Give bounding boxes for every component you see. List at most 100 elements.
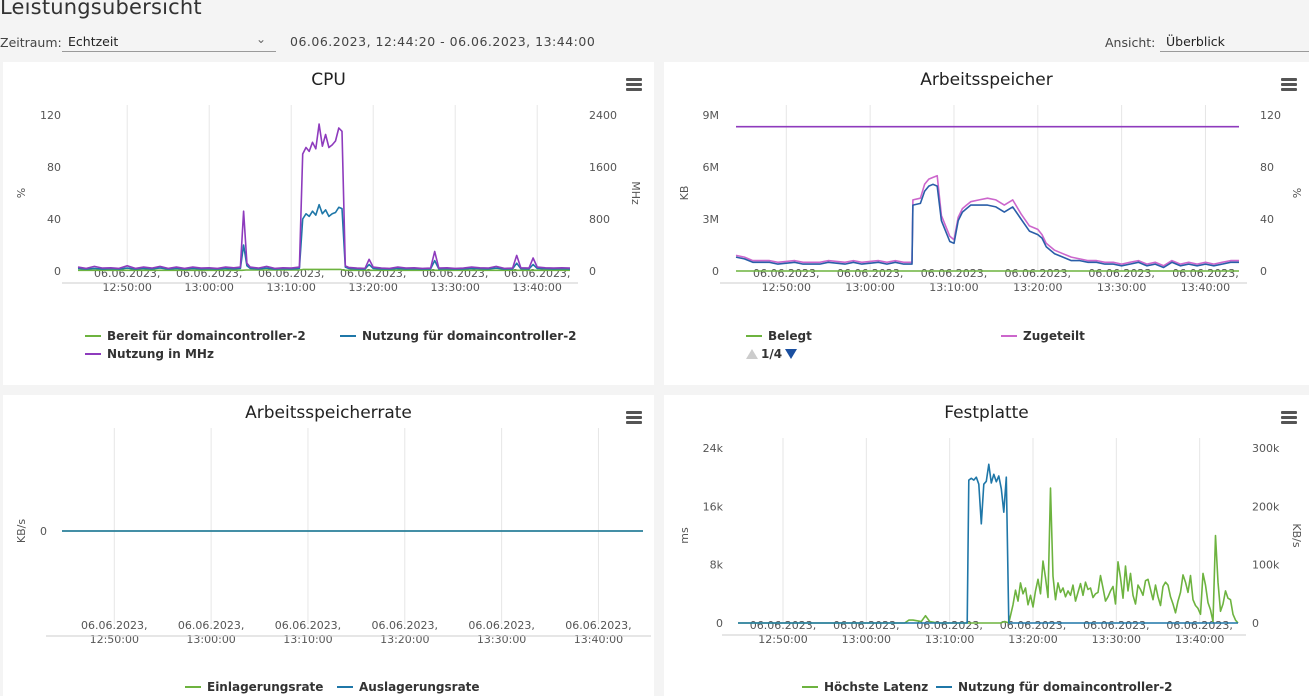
x-tick-label: 13:40:00 [1175,633,1224,646]
x-tick-label: 13:40:00 [1181,281,1230,294]
disk-menu-icon[interactable] [1281,411,1297,424]
y-tick-label: 80 [47,161,61,174]
y2-tick-label: 2400 [589,109,617,122]
y-axis-title: % [15,188,28,198]
x-tick-label: 13:00:00 [845,281,894,294]
x-tick-label: 13:20:00 [380,633,429,646]
x-tick-label: 06.06.2023, [837,267,903,280]
memory-legend: Belegt Zugeteilt [746,329,1286,349]
y2-tick-label: 800 [589,213,610,226]
x-tick-label: 13:00:00 [842,633,891,646]
legend-item-auslagerung[interactable]: Auslagerungsrate [337,680,480,694]
x-tick-label: 06.06.2023, [468,619,534,632]
pager-up-icon[interactable] [746,349,758,359]
x-tick-label: 13:30:00 [477,633,526,646]
y2-tick-label: 0 [589,265,596,278]
y2-tick-label: 100k [1252,559,1280,572]
y2-tick-label: 0 [1252,617,1259,630]
view-select[interactable]: Überblick [1160,32,1309,52]
y-tick-label: 8k [710,559,724,572]
y-tick-label: 16k [703,500,724,513]
y-tick-label: 0 [716,617,723,630]
x-tick-label: 12:50:00 [758,633,807,646]
cpu-legend: Bereit für domaincontroller-2 Nutzung fü… [85,329,645,369]
y-tick-label: 0 [712,265,719,278]
x-tick-label: 13:00:00 [186,633,235,646]
period-label: Zeitraum: [0,35,62,50]
cpu-menu-icon[interactable] [626,78,642,91]
y2-axis-title: KB/s [1290,523,1303,547]
legend-item-bereit[interactable]: Bereit für domaincontroller-2 [85,329,306,343]
series-line-blau [735,183,1239,269]
x-tick-label: 13:40:00 [512,281,561,294]
memrate-chart: 06.06.2023,12:50:0006.06.2023,13:00:0006… [15,428,651,646]
cpu-title: CPU [311,70,346,90]
x-tick-label: 13:20:00 [1013,281,1062,294]
x-tick-label: 06.06.2023, [565,619,631,632]
y2-axis-title: MHz [629,181,642,205]
x-tick-label: 06.06.2023, [81,619,147,632]
disk-panel: Festplatte 06.06.2023, 12:50:00 06.06.2023… [664,395,1309,696]
x-tick-label: 12:50:00 [90,633,139,646]
x-tick-label: 06.06.2023, [1088,267,1154,280]
disk-chart: 06.06.2023,12:50:0006.06.2023,13:00:0006… [678,438,1303,646]
y2-axis-title: % [1290,188,1303,198]
legend-pager: 1/4 [746,347,798,361]
x-tick-label: 13:30:00 [1097,281,1146,294]
x-tick-label: 12:50:00 [762,281,811,294]
x-tick-label: 06.06.2023, [178,619,244,632]
x-tick-label: 06.06.2023, [921,267,987,280]
legend-item-zugeteilt[interactable]: Zugeteilt [1001,329,1085,343]
memrate-menu-icon[interactable] [626,411,642,424]
legend-item-einlagerung[interactable]: Einlagerungsrate [185,680,323,694]
legend-item-belegt[interactable]: Belegt [746,329,812,343]
y-axis-title: KB [678,186,691,201]
y2-tick-label: 0 [1260,265,1267,278]
memrate-legend: Einlagerungsrate Auslagerungsrate [185,680,625,696]
series-line-bereit-f-r-domaincontroller-2 [78,268,570,272]
pager-down-icon[interactable] [785,349,798,359]
legend-item-nutzung[interactable]: Nutzung für domaincontroller-2 [340,329,577,343]
view-label: Ansicht: [1105,35,1156,50]
cpu-panel: CPU 06.06.2023, 12:50:00 06.06.2023, 13:00:… [3,62,654,385]
view-value: Überblick [1166,34,1225,49]
memrate-title: Arbeitsspeicherrate [245,403,412,423]
y2-tick-label: 120 [1260,109,1281,122]
memrate-panel: Arbeitsspeicherrate 06.06.2023, 12:50:00 0… [3,395,654,696]
x-tick-label: 13:30:00 [430,281,479,294]
x-tick-label: 13:20:00 [348,281,397,294]
x-tick-label: 06.06.2023, [275,619,341,632]
period-select[interactable]: Echtzeit ⌄ [62,32,276,52]
y2-tick-label: 1600 [589,161,617,174]
y-tick-label: 0 [40,525,47,538]
series-line-nutzung-f-r-domaincontroller-2 [77,203,571,270]
x-tick-label: 06.06.2023, [753,267,819,280]
legend-item-mhz[interactable]: Nutzung in MHz [85,347,214,361]
x-tick-label: 13:10:00 [925,633,974,646]
x-tick-label: 13:40:00 [574,633,623,646]
chevron-down-icon: ⌄ [255,32,266,46]
x-tick-label: 06.06.2023, [833,619,899,632]
x-tick-label: 12:50:00 [102,281,151,294]
memory-menu-icon[interactable] [1281,78,1297,91]
y-tick-label: 24k [703,442,724,455]
x-tick-label: 06.06.2023, [1166,619,1232,632]
memory-panel: Arbeitsspeicher 06.06.2023, 12:50:00 06.06… [664,62,1309,385]
legend-item-disk-nutzung[interactable]: Nutzung für domaincontroller-2 [936,680,1173,694]
y-axis-title: ms [678,527,691,544]
x-tick-label: 13:10:00 [929,281,978,294]
series-line-nutzung-f-r-domaincontroller-2 [738,463,1238,624]
x-tick-label: 13:30:00 [1092,633,1141,646]
y-axis-title: KB/s [15,519,28,543]
memory-chart: 06.06.2023,12:50:0006.06.2023,13:00:0006… [678,105,1303,294]
x-tick-label: 06.06.2023, [372,619,438,632]
y-tick-label: 3M [703,213,720,226]
x-tick-label: 06.06.2023, [750,619,816,632]
disk-legend: Höchste Latenz Nutzung für domaincontrol… [802,680,1282,696]
y2-tick-label: 200k [1252,500,1280,513]
x-tick-label: 06.06.2023, [1005,267,1071,280]
legend-item-latenz[interactable]: Höchste Latenz [802,680,928,694]
memory-title: Arbeitsspeicher [920,70,1053,90]
period-value: Echtzeit [68,34,119,49]
y2-tick-label: 300k [1252,442,1280,455]
